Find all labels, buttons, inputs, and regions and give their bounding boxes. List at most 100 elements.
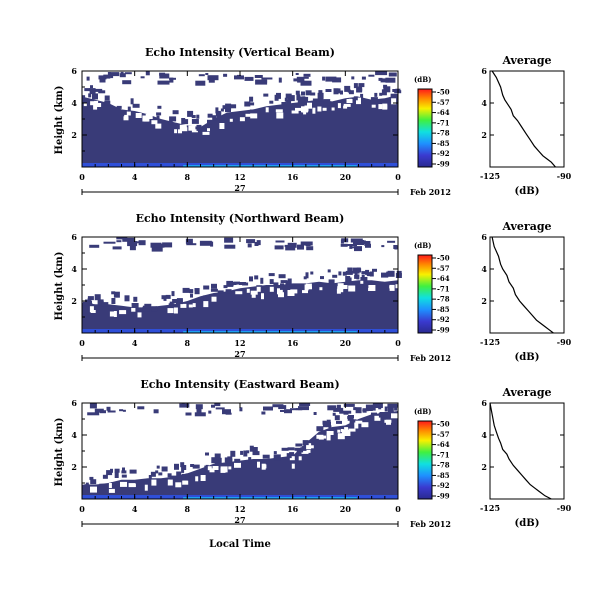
echo-speckle [176, 471, 182, 478]
x-tick-label: 4 [132, 172, 138, 182]
echo-speckle [122, 80, 132, 85]
echo-speckle [239, 117, 245, 122]
echo-speckle [109, 72, 120, 77]
echo-speckle [142, 305, 146, 309]
echo-speckle [195, 80, 206, 86]
colorbar-tick-label: -92 [437, 481, 450, 490]
echo-speckle [368, 285, 376, 291]
echo-speckle [301, 106, 308, 113]
colorbar-tick-label: -57 [437, 98, 450, 107]
echo-speckle [89, 476, 94, 480]
echo-speckle [260, 277, 264, 284]
echo-speckle [103, 241, 116, 244]
echo-speckle [92, 93, 98, 100]
y-tick-label: 6 [481, 232, 487, 242]
echo-speckle [300, 241, 313, 246]
echo-speckle [216, 112, 222, 118]
echo-speckle [375, 71, 388, 76]
echo-speckle [348, 285, 356, 292]
y-tick-label: 4 [481, 430, 487, 440]
echo-speckle [305, 283, 312, 288]
heatmap-title: Echo Intensity (Vertical Beam) [145, 46, 335, 59]
echo-speckle [89, 306, 94, 313]
echo-speckle [393, 245, 398, 249]
echo-speckle [364, 241, 371, 246]
echo-speckle [381, 89, 387, 96]
echo-speckle [350, 246, 358, 249]
echo-speckle [127, 106, 131, 112]
echo-speckle [327, 269, 331, 273]
echo-speckle [366, 272, 373, 277]
echo-speckle [153, 409, 159, 414]
echo-speckle [300, 447, 304, 453]
echo-region [82, 95, 398, 167]
echo-speckle [144, 484, 148, 491]
profile-frame [489, 402, 565, 500]
echo-speckle [128, 483, 136, 488]
y-tick-label: 6 [71, 232, 77, 242]
echo-speckle [295, 73, 299, 75]
echo-speckle [138, 240, 146, 246]
echo-speckle [191, 129, 198, 133]
echo-speckle [211, 457, 216, 464]
echo-speckle [316, 434, 324, 439]
surface-echo-strong [183, 331, 357, 333]
echo-speckle [385, 77, 396, 83]
echo-speckle [208, 78, 215, 83]
echo-speckle [326, 434, 331, 441]
echo-speckle [328, 425, 332, 429]
echo-speckle [90, 479, 97, 485]
echo-speckle [145, 71, 150, 76]
echo-speckle [135, 113, 142, 118]
echo-speckle [145, 114, 153, 119]
echo-speckle [343, 103, 351, 107]
echo-speckle [89, 403, 97, 409]
x-tick-label: 0 [395, 338, 401, 348]
echo-speckle [107, 72, 111, 76]
echo-speckle [133, 241, 141, 244]
echo-speckle [213, 459, 219, 463]
echo-speckle [230, 282, 235, 286]
echo-speckle [106, 406, 111, 411]
average-title: Average [501, 220, 551, 233]
echo-region [82, 411, 398, 499]
echo-speckle [159, 73, 170, 79]
echo-speckle [249, 445, 254, 452]
echo-speckle [89, 88, 96, 95]
echo-speckle [183, 465, 187, 470]
echo-speckle [228, 466, 232, 470]
echo-speckle [303, 73, 311, 77]
echo-speckle [387, 240, 396, 243]
echo-speckle [278, 292, 284, 298]
x-tick-label: 0 [395, 172, 401, 182]
echo-speckle [287, 242, 297, 248]
echo-speckle [210, 241, 214, 247]
echo-speckle [225, 103, 232, 110]
echo-speckle [119, 73, 126, 78]
echo-speckle [306, 246, 314, 251]
echo-speckle [284, 97, 288, 102]
echo-speckle [354, 246, 362, 252]
echo-speckle [285, 280, 290, 285]
colorbar-tick-label: -85 [437, 305, 450, 314]
echo-speckle [119, 310, 127, 315]
echo-speckle [169, 116, 177, 122]
echo-speckle [386, 419, 391, 425]
echo-speckle [167, 479, 173, 486]
average-x-label: (dB) [515, 186, 540, 197]
echo-speckle [348, 428, 356, 432]
echo-speckle [246, 239, 256, 244]
echo-speckle [372, 268, 377, 272]
echo-speckle [209, 468, 215, 473]
echo-speckle [337, 429, 341, 433]
echo-speckle [191, 118, 199, 124]
echo-speckle [256, 240, 261, 246]
average-profile: 2 4 6 -125 -90 [480, 66, 572, 181]
x-tick-label: 8 [185, 172, 191, 182]
echo-speckle [297, 96, 305, 103]
profile-line [491, 70, 556, 168]
echo-speckle [384, 406, 388, 412]
echo-speckle [362, 409, 366, 412]
echo-speckle [277, 289, 283, 294]
echo-speckle [332, 274, 338, 278]
